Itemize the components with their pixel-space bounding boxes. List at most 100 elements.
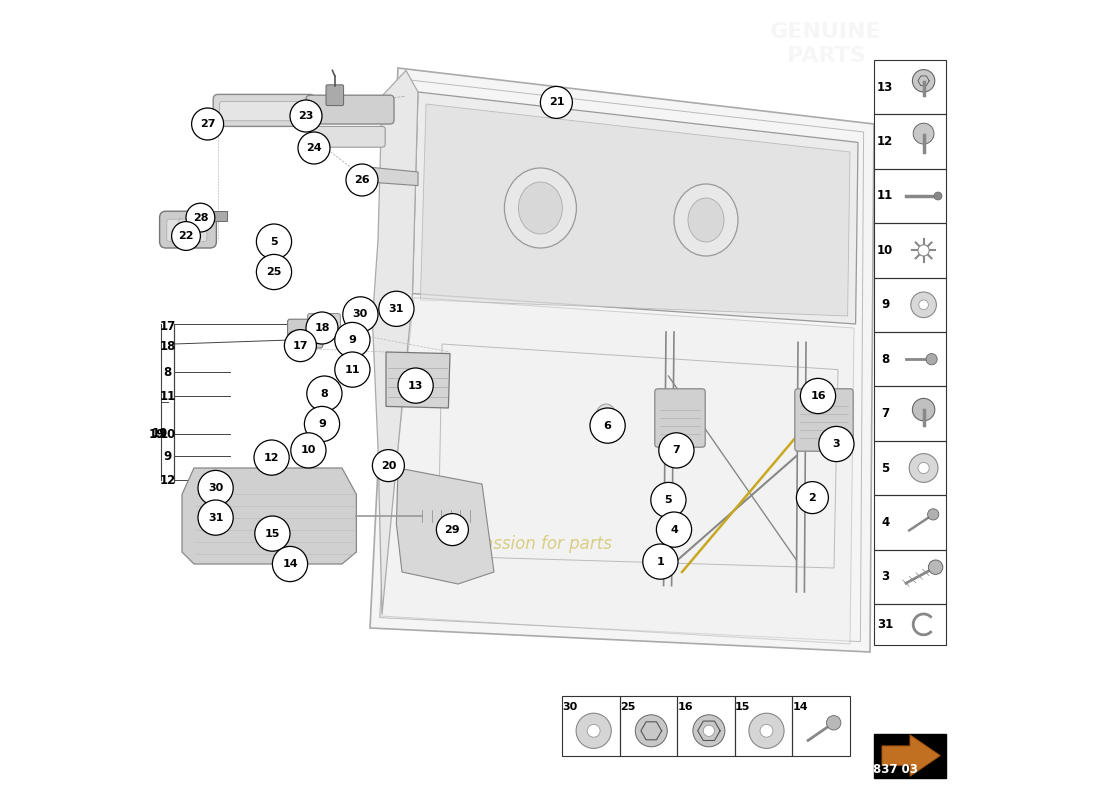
Circle shape — [290, 100, 322, 132]
Text: 31: 31 — [208, 513, 223, 522]
Circle shape — [307, 376, 342, 411]
Circle shape — [918, 300, 928, 310]
Text: 13: 13 — [408, 381, 424, 390]
FancyBboxPatch shape — [167, 219, 207, 242]
Polygon shape — [381, 298, 854, 644]
Circle shape — [651, 482, 686, 518]
Circle shape — [172, 222, 200, 250]
Text: 28: 28 — [192, 213, 208, 222]
Text: 4: 4 — [881, 516, 889, 529]
Circle shape — [926, 354, 937, 365]
Text: 4: 4 — [670, 525, 678, 534]
Text: 3: 3 — [881, 570, 889, 583]
Circle shape — [346, 164, 378, 196]
Circle shape — [703, 725, 715, 736]
Bar — [874, 604, 946, 645]
Text: 17: 17 — [293, 341, 308, 350]
Circle shape — [373, 450, 405, 482]
Circle shape — [540, 86, 572, 118]
Text: 30: 30 — [562, 702, 578, 712]
Circle shape — [693, 715, 725, 747]
Text: 21: 21 — [549, 98, 564, 107]
Bar — [874, 386, 946, 441]
Bar — [678, 696, 735, 756]
Text: 12: 12 — [877, 135, 893, 148]
Text: 23: 23 — [298, 111, 314, 121]
Circle shape — [198, 500, 233, 535]
Ellipse shape — [505, 168, 576, 248]
Text: GENUINE
PARTS: GENUINE PARTS — [770, 22, 882, 66]
Circle shape — [256, 224, 292, 259]
FancyBboxPatch shape — [160, 211, 217, 248]
Circle shape — [659, 433, 694, 468]
Circle shape — [306, 312, 338, 344]
Text: 5: 5 — [271, 237, 278, 246]
Bar — [874, 495, 946, 550]
Text: 11: 11 — [877, 190, 893, 202]
FancyBboxPatch shape — [326, 85, 343, 106]
Polygon shape — [396, 468, 494, 584]
Polygon shape — [370, 68, 874, 652]
Text: 18: 18 — [160, 340, 176, 353]
FancyBboxPatch shape — [220, 102, 305, 121]
Text: 5: 5 — [664, 495, 672, 505]
FancyBboxPatch shape — [654, 389, 705, 447]
Circle shape — [285, 330, 317, 362]
Bar — [874, 441, 946, 495]
Text: 14: 14 — [283, 559, 298, 569]
Circle shape — [334, 322, 370, 358]
Circle shape — [186, 203, 214, 232]
Circle shape — [256, 254, 292, 290]
Circle shape — [927, 509, 938, 520]
Circle shape — [818, 426, 854, 462]
Text: 25: 25 — [620, 702, 636, 712]
Text: 31: 31 — [877, 618, 893, 631]
Polygon shape — [386, 352, 450, 408]
FancyBboxPatch shape — [287, 319, 322, 348]
Text: 20: 20 — [381, 461, 396, 470]
Circle shape — [934, 192, 942, 200]
Text: 24: 24 — [306, 143, 322, 153]
Circle shape — [343, 297, 378, 332]
FancyBboxPatch shape — [308, 314, 340, 338]
Polygon shape — [373, 70, 418, 614]
Text: 6: 6 — [604, 421, 612, 430]
Circle shape — [576, 714, 612, 749]
Text: 11: 11 — [344, 365, 360, 374]
Text: 27: 27 — [200, 119, 216, 129]
Bar — [874, 550, 946, 604]
Text: 10: 10 — [160, 428, 176, 441]
Text: 12: 12 — [160, 474, 176, 486]
Text: 16: 16 — [811, 391, 826, 401]
Circle shape — [636, 715, 668, 747]
FancyBboxPatch shape — [306, 95, 394, 124]
Bar — [874, 169, 946, 223]
Circle shape — [910, 454, 938, 482]
Text: a passion for parts: a passion for parts — [456, 535, 612, 553]
Text: 19: 19 — [152, 427, 168, 440]
Circle shape — [760, 725, 773, 738]
Text: 22: 22 — [178, 231, 194, 241]
Circle shape — [255, 516, 290, 551]
Circle shape — [298, 132, 330, 164]
Bar — [874, 114, 946, 169]
Circle shape — [749, 714, 784, 749]
Text: 3: 3 — [833, 439, 840, 449]
Text: 31: 31 — [388, 304, 404, 314]
Text: 19: 19 — [148, 428, 165, 441]
Circle shape — [290, 433, 326, 468]
Circle shape — [590, 408, 625, 443]
Circle shape — [913, 123, 934, 144]
Text: 11: 11 — [160, 390, 176, 402]
Bar — [619, 696, 678, 756]
Text: 9: 9 — [164, 450, 172, 462]
Text: 16: 16 — [678, 702, 693, 712]
FancyBboxPatch shape — [213, 94, 315, 126]
Polygon shape — [362, 166, 418, 186]
FancyBboxPatch shape — [795, 389, 854, 451]
Circle shape — [918, 462, 930, 474]
Ellipse shape — [596, 404, 616, 428]
Text: 15: 15 — [735, 702, 750, 712]
Text: 25: 25 — [266, 267, 282, 277]
Bar — [874, 278, 946, 332]
